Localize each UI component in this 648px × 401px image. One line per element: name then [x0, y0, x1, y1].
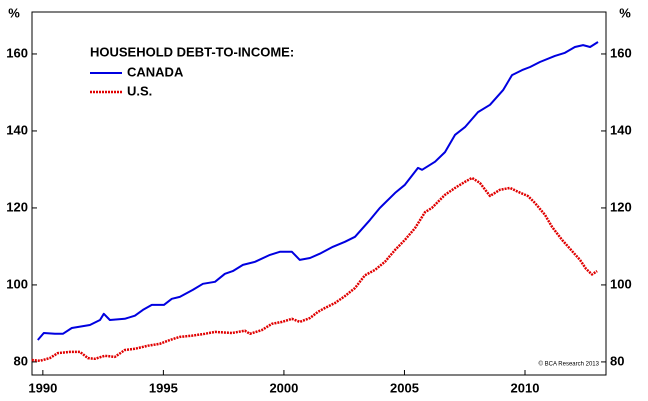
y-tick-label: 160 — [6, 45, 28, 60]
legend-label: U.S. — [127, 83, 152, 98]
series-line — [31, 176, 598, 363]
x-tick-label: 1995 — [149, 380, 178, 395]
chart-title: HOUSEHOLD DEBT-TO-INCOME: — [90, 44, 294, 59]
legend-label: CANADA — [127, 64, 184, 79]
plot-frame — [31, 11, 607, 376]
y-tick-label: 80 — [14, 353, 28, 368]
x-tick-label: 1990 — [28, 380, 57, 395]
y-tick-label: 100 — [6, 276, 28, 291]
y2-tick-label: 120 — [610, 199, 632, 214]
x-tick-label: 2010 — [511, 380, 540, 395]
y-tick-label: 120 — [6, 199, 28, 214]
series-line — [37, 41, 599, 341]
source-note: © BCA Research 2013 — [539, 361, 600, 368]
y-axis-label: % — [8, 5, 20, 20]
y-tick-label: 140 — [6, 122, 28, 137]
y2-axis-label: % — [619, 5, 631, 20]
x-tick-label: 2005 — [390, 380, 419, 395]
x-tick-label: 2000 — [269, 380, 298, 395]
y2-tick-label: 100 — [610, 276, 632, 291]
y2-tick-label: 140 — [610, 122, 632, 137]
y2-tick-label: 160 — [610, 45, 632, 60]
y2-tick-label: 80 — [610, 353, 624, 368]
